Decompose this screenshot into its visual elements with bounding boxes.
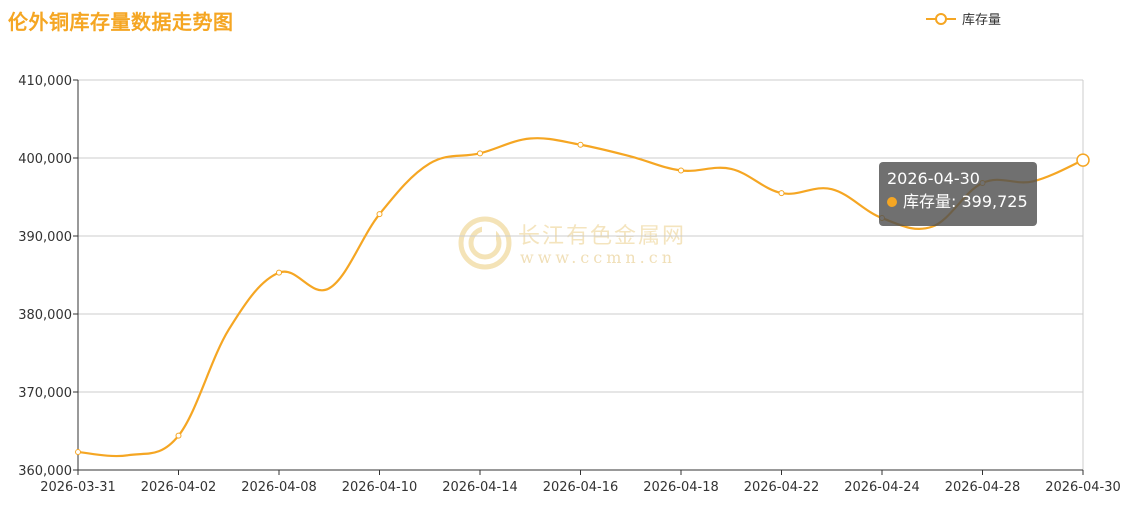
x-tick-label: 2026-04-08 [241, 480, 317, 495]
x-tick-label: 2026-04-14 [442, 480, 518, 495]
legend-label: 库存量 [962, 13, 1002, 28]
data-point [778, 190, 785, 197]
y-tick-label: 370,000 [18, 386, 72, 401]
x-tick-label: 2026-04-30 [1045, 480, 1121, 495]
tooltip-row: 库存量: 399,725 [887, 190, 1029, 214]
chart-title: 伦外铜库存量数据走势图 [8, 10, 234, 34]
y-tick-label: 390,000 [18, 230, 72, 245]
tooltip-value: 399,725 [961, 192, 1028, 211]
x-tick-labels: 2026-03-31 2026-04-02 2026-04-08 2026-04-10… [40, 480, 1121, 495]
y-tick-label: 400,000 [18, 152, 72, 167]
x-tick-label: 2026-04-22 [744, 480, 820, 495]
x-tick-label: 2026-04-10 [342, 480, 418, 495]
axes [73, 79, 1084, 475]
series-line [77, 137, 1084, 458]
y-tick-label: 410,000 [18, 74, 72, 89]
x-tick-label: 2026-04-02 [141, 480, 217, 495]
grid-lines [78, 79, 1084, 470]
tooltip-date: 2026-04-30 [887, 169, 980, 188]
data-point [678, 167, 684, 174]
data-point [477, 150, 483, 157]
x-tick-label: 2026-04-24 [844, 480, 920, 495]
data-point [175, 432, 182, 439]
data-point [276, 269, 282, 276]
tooltip-series-dot-icon [887, 197, 897, 207]
tooltip-series-name: 库存量 [903, 192, 952, 211]
y-tick-label: 380,000 [18, 308, 72, 323]
y-tick-label: 360,000 [18, 464, 72, 479]
x-tick-label: 2026-04-28 [945, 480, 1021, 495]
legend-item[interactable]: 库存量 [926, 9, 1001, 28]
data-point [376, 211, 383, 218]
data-point-highlighted [1076, 153, 1090, 167]
tooltip: 2026-04-30 库存量: 399,725 [879, 162, 1037, 226]
legend-line-circle-icon [926, 12, 956, 25]
x-tick-label: 2026-03-31 [40, 480, 116, 495]
x-tick-label: 2026-04-16 [543, 480, 619, 495]
data-point [75, 449, 81, 456]
watermark-en: www.ccmn.cn [520, 248, 677, 267]
data-point [577, 141, 584, 148]
x-tick-label: 2026-04-18 [643, 480, 719, 495]
y-tick-labels: 360,000 370,000 380,000 390,000 400,000 410,0… [18, 74, 72, 479]
